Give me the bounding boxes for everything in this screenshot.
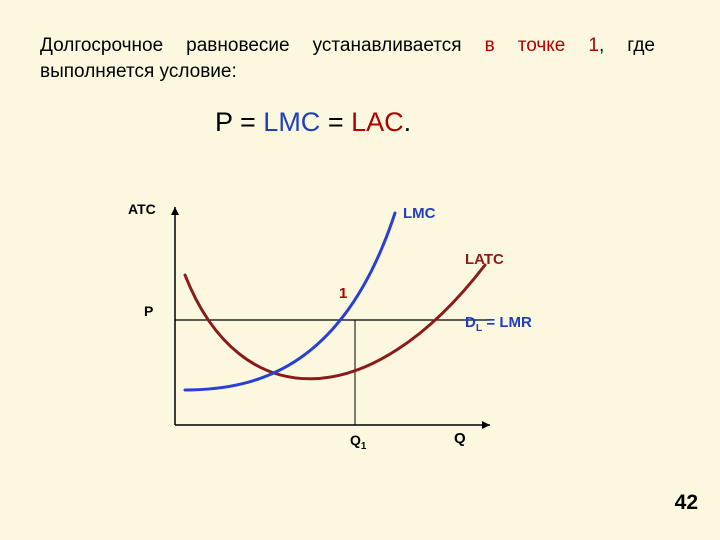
formula-p: P =: [215, 107, 263, 137]
y-axis-label-atc: ATC: [128, 201, 156, 217]
page-number: 42: [675, 491, 698, 515]
quantity-label-q1: Q1: [350, 432, 366, 452]
price-label-p: P: [144, 303, 153, 319]
x-axis-label-q: Q: [454, 430, 466, 447]
slide: Долгосрочное равновесие устанавливается …: [0, 0, 720, 540]
equilibrium-formula: P = LMC = LAC.: [215, 107, 411, 138]
line-label-dl-lmr: DL = LMR: [465, 314, 532, 334]
formula-lmc: LMC: [263, 107, 320, 137]
description-text: Долгосрочное равновесие устанавливается …: [40, 33, 655, 84]
formula-lac: LAC: [351, 107, 404, 137]
formula-dot: .: [404, 107, 412, 137]
equilibrium-point-label: 1: [339, 285, 347, 302]
formula-eq2: =: [320, 107, 351, 137]
desc-part1: Долгосрочное равновесие устанавливается: [40, 35, 485, 56]
curve-label-latc: LATC: [465, 251, 504, 268]
desc-part-red: в точке 1: [485, 35, 599, 56]
curve-label-lmc: LMC: [403, 205, 436, 222]
